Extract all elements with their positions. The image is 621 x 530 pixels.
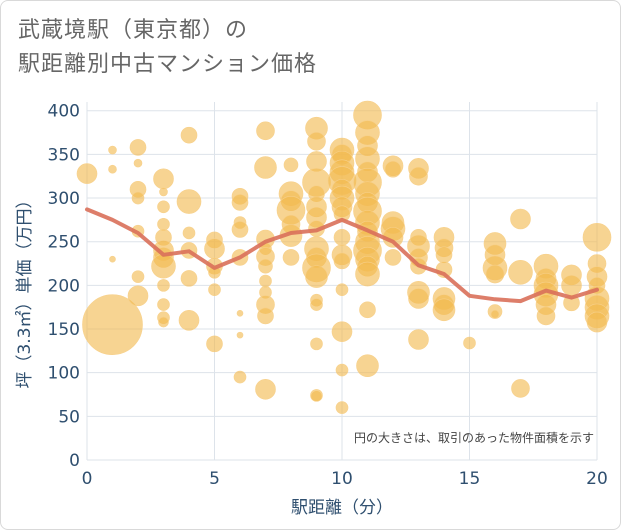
y-tick-labels: 0 50 100 150 200 250 300 350 400 — [48, 102, 80, 471]
bubble — [586, 311, 608, 333]
bubble — [254, 156, 277, 179]
bubble — [463, 336, 476, 350]
bubble — [335, 283, 349, 297]
bubble — [206, 335, 223, 353]
x-tick-label: 15 — [459, 469, 481, 489]
bubble — [236, 331, 244, 339]
bubble — [108, 145, 117, 155]
bubble — [109, 255, 116, 263]
bubble — [283, 157, 299, 173]
bubble — [310, 337, 323, 351]
bubble — [157, 200, 170, 214]
bubble — [563, 294, 580, 312]
bubble — [182, 226, 196, 240]
bubble — [355, 261, 380, 287]
bubble — [409, 166, 428, 186]
bubble — [180, 126, 198, 144]
bubble — [153, 168, 174, 190]
bubble — [180, 270, 198, 287]
bubble — [231, 221, 249, 238]
y-tick-label: 150 — [48, 320, 80, 340]
y-tick-label: 250 — [48, 233, 80, 253]
bubble — [236, 310, 244, 317]
title-line-2: 駅距離別中古マンション価格 — [18, 52, 318, 77]
y-tick-label: 50 — [58, 407, 80, 427]
x-tick-label: 5 — [209, 469, 220, 489]
bubble — [307, 131, 326, 151]
average-price-line — [85, 207, 599, 304]
bubble — [157, 217, 170, 231]
bubble — [82, 294, 143, 355]
bubble — [536, 306, 556, 326]
bubble — [310, 389, 323, 402]
bubble — [157, 279, 170, 292]
bubble — [178, 309, 200, 331]
bubble — [582, 223, 612, 252]
bubble — [258, 258, 273, 274]
y-tick-label: 100 — [48, 364, 80, 384]
x-axis-label: 駅距離（分） — [291, 498, 393, 518]
bubble — [384, 249, 402, 266]
chart-title: 武蔵境駅（東京都）の 駅距離別中古マンション価格 — [18, 14, 317, 82]
bubble — [208, 283, 221, 297]
bubble — [335, 401, 349, 414]
bubble — [256, 121, 275, 141]
bubble — [204, 238, 225, 259]
bubble — [331, 321, 353, 342]
bubble — [233, 370, 247, 384]
bubble — [384, 160, 402, 178]
bubble — [356, 354, 379, 377]
bubble — [108, 164, 117, 174]
bubble — [333, 252, 351, 270]
bubble-series — [76, 100, 612, 414]
bubble — [305, 265, 328, 288]
bubble — [131, 191, 145, 205]
bubble — [76, 163, 98, 184]
bubble — [176, 189, 202, 214]
bubble — [408, 329, 429, 350]
bubble — [259, 274, 272, 288]
x-tick-labels: 0 5 10 15 20 — [82, 469, 608, 489]
bubble — [231, 194, 249, 211]
bubble — [335, 363, 349, 377]
bubble — [151, 253, 176, 279]
bubble — [129, 139, 147, 156]
bubble — [127, 285, 149, 307]
bubble — [159, 187, 168, 197]
bubble — [432, 298, 456, 322]
title-line-1: 武蔵境駅（東京都）の — [18, 18, 249, 43]
bubble — [490, 309, 500, 319]
bubble — [310, 298, 323, 311]
bubble — [133, 158, 143, 168]
bubble — [508, 259, 533, 285]
bubble — [408, 288, 429, 309]
bubble — [561, 275, 582, 296]
y-axis-label: 坪（3.3㎡）単価（万円） — [15, 191, 35, 388]
bubble — [157, 298, 170, 311]
bubble — [435, 246, 453, 264]
bubble-size-note: 円の大きさは、取引のあった物件面積を示す — [354, 430, 594, 445]
bubble — [282, 249, 300, 266]
y-tick-label: 0 — [69, 451, 80, 471]
y-tick-label: 300 — [48, 189, 80, 209]
bubble — [511, 379, 530, 398]
x-tick-label: 0 — [82, 469, 93, 489]
bubble — [257, 307, 274, 325]
bubble — [158, 316, 169, 328]
bubble — [333, 229, 351, 246]
y-tick-label: 350 — [48, 145, 80, 165]
y-tick-label: 200 — [48, 276, 80, 296]
bubble — [131, 270, 145, 283]
bubble — [510, 208, 531, 230]
bubble — [485, 264, 505, 284]
bubble — [359, 301, 376, 319]
y-tick-label: 400 — [48, 102, 80, 122]
x-tick-label: 10 — [331, 469, 353, 489]
bubble — [255, 378, 276, 400]
x-tick-label: 20 — [586, 469, 608, 489]
